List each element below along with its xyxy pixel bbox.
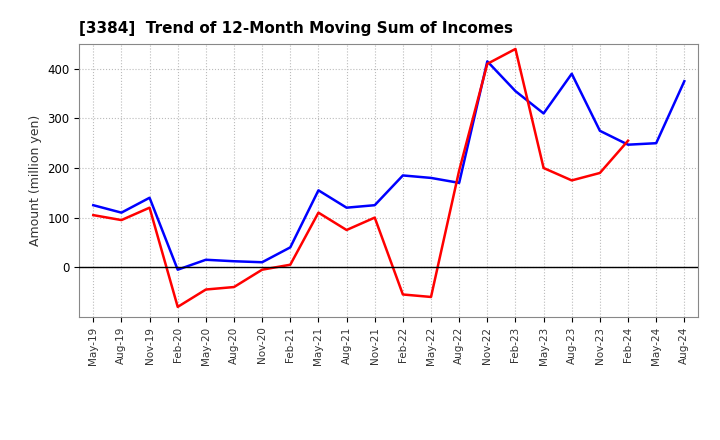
Line: Ordinary Income: Ordinary Income [94, 61, 684, 270]
Ordinary Income [624, 142, 632, 147]
Ordinary Income [511, 88, 520, 94]
Net Income [624, 138, 632, 143]
Net Income [567, 178, 576, 183]
Net Income [286, 262, 294, 268]
Net Income [117, 217, 126, 223]
Ordinary Income [286, 245, 294, 250]
Ordinary Income [342, 205, 351, 210]
Ordinary Income [455, 180, 464, 186]
Net Income [89, 213, 98, 218]
Ordinary Income [370, 202, 379, 208]
Ordinary Income [483, 59, 492, 64]
Ordinary Income [427, 175, 436, 180]
Ordinary Income [652, 140, 660, 146]
Ordinary Income [117, 210, 126, 215]
Ordinary Income [314, 188, 323, 193]
Ordinary Income [258, 260, 266, 265]
Net Income [314, 210, 323, 215]
Net Income [145, 205, 154, 210]
Net Income [258, 267, 266, 272]
Ordinary Income [174, 267, 182, 272]
Ordinary Income [539, 111, 548, 116]
Net Income [174, 304, 182, 309]
Ordinary Income [202, 257, 210, 262]
Net Income [483, 61, 492, 66]
Net Income [370, 215, 379, 220]
Text: [3384]  Trend of 12-Month Moving Sum of Incomes: [3384] Trend of 12-Month Moving Sum of I… [79, 21, 513, 36]
Y-axis label: Amount (million yen): Amount (million yen) [29, 115, 42, 246]
Net Income [511, 46, 520, 51]
Net Income [399, 292, 408, 297]
Net Income [202, 287, 210, 292]
Ordinary Income [567, 71, 576, 77]
Ordinary Income [595, 128, 604, 133]
Ordinary Income [145, 195, 154, 200]
Ordinary Income [399, 173, 408, 178]
Ordinary Income [680, 79, 688, 84]
Net Income [342, 227, 351, 233]
Net Income [427, 294, 436, 300]
Net Income [455, 168, 464, 173]
Legend: Ordinary Income, Net Income: Ordinary Income, Net Income [222, 438, 555, 440]
Net Income [595, 170, 604, 176]
Net Income [230, 284, 238, 290]
Line: Net Income: Net Income [94, 49, 628, 307]
Ordinary Income [89, 202, 98, 208]
Ordinary Income [230, 259, 238, 264]
Net Income [539, 165, 548, 171]
